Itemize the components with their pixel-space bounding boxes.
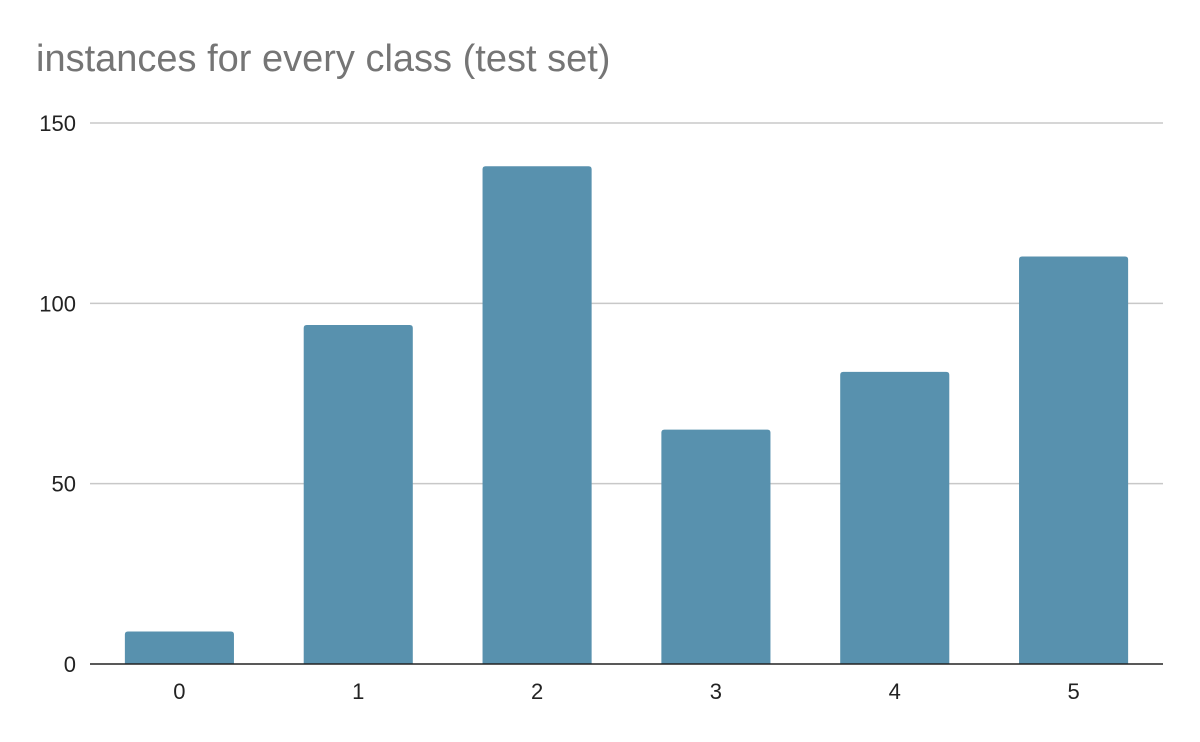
y-tick-label: 100: [39, 291, 76, 316]
x-tick-label: 3: [710, 679, 722, 704]
chart-title: instances for every class (test set): [36, 38, 611, 80]
y-tick-label: 50: [52, 472, 76, 497]
x-tick-label: 0: [173, 679, 185, 704]
bars: [90, 166, 1163, 665]
bar-0: [124, 631, 234, 664]
bar-3: [661, 429, 771, 664]
y-axis-ticks: 0 50 100 150: [39, 111, 76, 677]
x-axis-ticks: 0 1 2 3 4 5: [173, 679, 1079, 704]
bar-2: [482, 166, 592, 664]
gridlines: [90, 122, 1163, 485]
y-tick-label: 0: [64, 652, 76, 677]
x-tick-label: 5: [1067, 679, 1079, 704]
bar-1: [303, 324, 413, 664]
x-tick-label: 1: [352, 679, 364, 704]
x-tick-label: 4: [889, 679, 901, 704]
bar-5: [1019, 256, 1129, 664]
bar-4: [840, 371, 950, 664]
y-tick-label: 150: [39, 111, 76, 136]
x-tick-label: 2: [531, 679, 543, 704]
